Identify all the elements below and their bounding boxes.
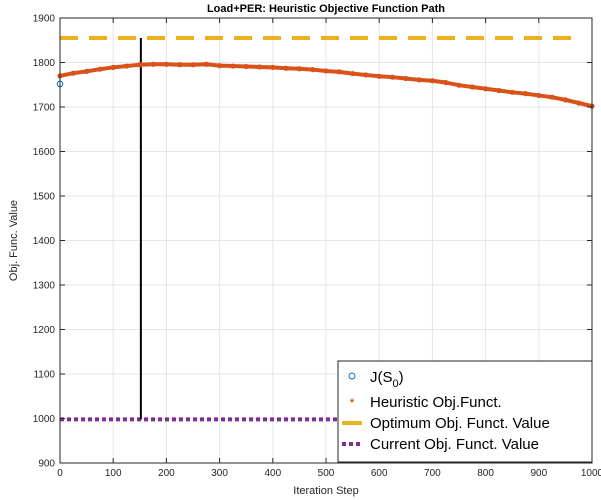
x-tick-label: 400 bbox=[264, 468, 281, 479]
x-tick-label: 100 bbox=[105, 468, 122, 479]
legend-current-label: Current Obj. Funct. Value bbox=[370, 436, 539, 453]
x-tick-label: 1000 bbox=[581, 468, 601, 479]
y-tick-label: 1600 bbox=[33, 147, 56, 158]
y-tick-label: 1000 bbox=[33, 414, 56, 425]
heuristic-point bbox=[163, 61, 169, 67]
heuristic-point bbox=[310, 67, 316, 73]
heuristic-point bbox=[137, 62, 143, 68]
heuristic-point bbox=[230, 63, 236, 69]
heuristic-point bbox=[190, 62, 196, 68]
heuristic-point bbox=[123, 63, 130, 69]
y-tick-label: 1300 bbox=[33, 281, 56, 292]
y-axis-label: Obj. Func. Value bbox=[8, 200, 20, 281]
heuristic-point bbox=[456, 82, 462, 88]
heuristic-point bbox=[350, 71, 356, 77]
heuristic-point bbox=[336, 69, 342, 75]
heuristic-point bbox=[496, 87, 502, 94]
heuristic-point bbox=[296, 66, 302, 72]
legend-initial-main: J(S bbox=[370, 369, 393, 386]
legend-items: J(S0) * Heuristic Obj.Funct. Optimum Obj. F… bbox=[342, 369, 550, 453]
legend-initial-close: ) bbox=[399, 369, 404, 386]
legend-heuristic-marker: * bbox=[350, 397, 355, 409]
y-tick-label: 1100 bbox=[33, 370, 55, 381]
heuristic-point bbox=[363, 72, 369, 78]
x-tick-label: 500 bbox=[318, 468, 335, 479]
y-tick-label: 1200 bbox=[33, 325, 56, 336]
heuristic-point bbox=[522, 91, 529, 97]
heuristic-point bbox=[443, 79, 449, 86]
heuristic-point bbox=[469, 84, 475, 90]
legend-box bbox=[337, 360, 593, 463]
x-tick-label: 700 bbox=[424, 468, 441, 479]
heuristic-point bbox=[150, 61, 156, 67]
data-layer bbox=[56, 36, 595, 422]
heuristic-point bbox=[562, 97, 569, 103]
heuristic-point bbox=[110, 64, 116, 70]
heuristic-point bbox=[270, 64, 276, 70]
heuristic-point bbox=[483, 86, 489, 92]
y-tick-label: 1700 bbox=[33, 103, 56, 114]
y-tick-label: 900 bbox=[38, 459, 55, 470]
heuristic-point bbox=[416, 77, 422, 83]
heuristic-point bbox=[509, 89, 515, 95]
y-tick-label: 1800 bbox=[33, 58, 56, 69]
heuristic-point bbox=[97, 66, 103, 72]
legend-initial-subscript: 0 bbox=[393, 378, 399, 390]
heuristic-point bbox=[323, 68, 329, 74]
legend-optimum-label: Optimum Obj. Funct. Value bbox=[370, 415, 550, 432]
x-tick-label: 300 bbox=[211, 468, 228, 479]
heuristic-point bbox=[243, 63, 249, 70]
heuristic-point bbox=[217, 63, 223, 69]
y-tick-label: 1500 bbox=[33, 192, 56, 203]
x-tick-label: 200 bbox=[158, 468, 175, 479]
heuristic-point bbox=[203, 61, 209, 67]
heuristic-point bbox=[70, 70, 76, 76]
legend-initial-marker bbox=[348, 372, 356, 380]
x-tick-label: 0 bbox=[57, 468, 63, 479]
heuristic-point bbox=[84, 68, 90, 74]
heuristic-point bbox=[549, 94, 555, 100]
x-axis-label: Iteration Step bbox=[293, 485, 358, 497]
y-tick-label: 1900 bbox=[33, 14, 56, 25]
heuristic-point bbox=[576, 100, 582, 106]
chart-title: Load+PER: Heuristic Objective Function P… bbox=[207, 3, 445, 15]
heuristic-point bbox=[256, 64, 263, 70]
x-tick-label: 900 bbox=[530, 468, 547, 479]
heuristic-point bbox=[403, 75, 409, 82]
heuristic-point bbox=[429, 78, 435, 84]
tick-layer: 0 100 200 300 400 500 600 700 800 900 1000 900 1000 1… bbox=[33, 14, 601, 480]
heuristic-point bbox=[389, 74, 396, 80]
x-tick-label: 800 bbox=[477, 468, 494, 479]
heuristic-point bbox=[177, 62, 183, 68]
heuristic-point bbox=[536, 92, 542, 99]
y-tick-label: 1400 bbox=[33, 236, 56, 247]
heuristic-point bbox=[376, 73, 382, 79]
legend-heuristic-label: Heuristic Obj.Funct. bbox=[370, 394, 502, 411]
x-tick-label: 600 bbox=[371, 468, 388, 479]
legend-initial-label: J(S0) bbox=[370, 369, 404, 390]
legend: J(S0) * Heuristic Obj.Funct. Optimum Obj. F… bbox=[337, 360, 593, 463]
heuristic-point bbox=[283, 65, 289, 71]
